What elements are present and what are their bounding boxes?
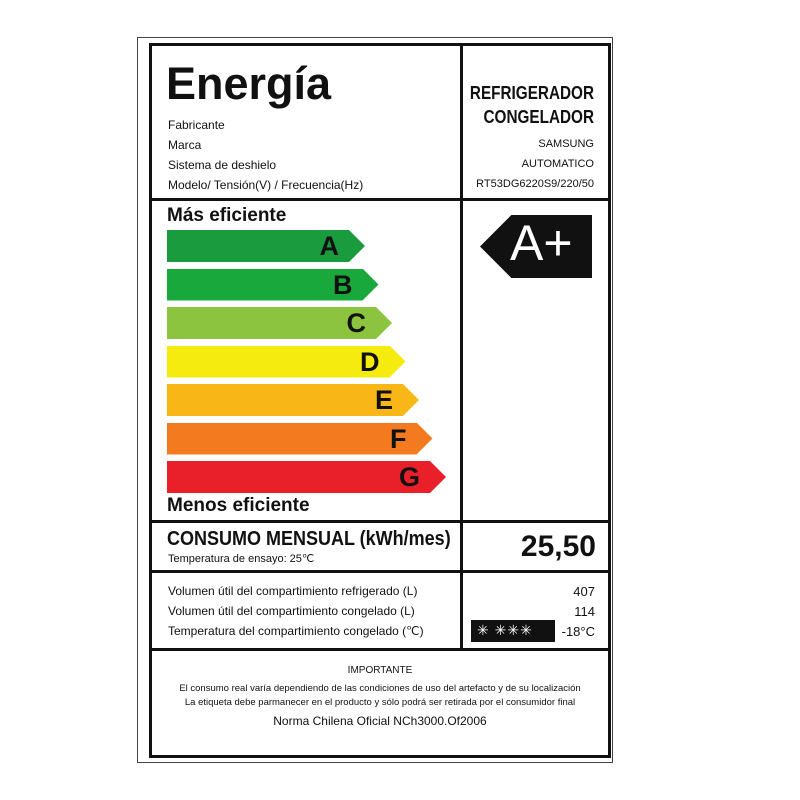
field-marca: Marca	[168, 138, 202, 152]
energy-class-bar-b: B	[167, 269, 379, 301]
product-type-1: REFRIGERADOR	[469, 83, 594, 103]
field-deshielo: Sistema de deshielo	[168, 158, 277, 172]
energy-class-letter: C	[346, 308, 366, 338]
field-fabricante: Fabricante	[168, 118, 225, 132]
energy-class-bar-g: G	[167, 461, 446, 493]
energy-class-letter: A	[319, 231, 339, 261]
consumption-subtitle: Temperatura de ensayo: 25℃	[168, 553, 315, 565]
label-frame	[137, 37, 613, 763]
energy-class-letter: D	[360, 346, 380, 377]
energy-class-bar-f: F	[167, 423, 433, 455]
important-title: IMPORTANTE	[347, 665, 413, 676]
important-section	[149, 648, 611, 758]
snowflake-star-icon: ✳ ✳✳✳	[477, 622, 533, 638]
volume-freezer-label: Volumen útil del compartimiento congelad…	[168, 604, 415, 618]
energy-class-letter: B	[333, 269, 353, 300]
norm-reference: Norma Chilena Oficial NCh3000.Of2006	[273, 714, 487, 728]
energy-class-bar-c: C	[167, 307, 392, 339]
most-efficient-label: Más eficiente	[167, 205, 287, 226]
volume-fridge-label: Volumen útil del compartimiento refriger…	[168, 584, 418, 598]
consumption-value: 25,50	[520, 530, 596, 563]
freezer-temp-value: -18°C	[561, 624, 595, 639]
least-efficient-label: Menos eficiente	[167, 495, 310, 516]
energy-class-letter: E	[374, 385, 393, 415]
energy-class-bar-a: A	[167, 230, 365, 262]
important-line-2: La etiqueta debe parmanecer en el produc…	[184, 697, 576, 708]
value-modelo: RT53DG6220S9/220/50	[476, 178, 594, 190]
volume-fridge-value: 407	[573, 584, 595, 599]
page-title: Energía	[166, 58, 332, 109]
consumption-title: CONSUMO MENSUAL (kWh/mes)	[167, 528, 451, 550]
energy-class-bar-e: E	[167, 384, 419, 416]
field-modelo: Modelo/ Tensión(V) / Frecuencia(Hz)	[168, 178, 364, 192]
product-type-2: CONGELADOR	[483, 107, 595, 127]
freezer-temp-label: Temperatura del compartimiento congelado…	[168, 624, 424, 638]
value-marca: SAMSUNG	[538, 138, 594, 150]
important-line-1: El consumo real varía dependiendo de las…	[179, 683, 581, 694]
scale-divider	[460, 198, 463, 523]
value-deshielo: AUTOMATICO	[521, 158, 594, 170]
header-divider	[460, 43, 463, 201]
energy-class-letter: G	[398, 462, 420, 492]
energy-class-bar-d: D	[167, 346, 406, 378]
volumes-divider	[460, 570, 463, 651]
rating-value: A+	[510, 215, 573, 271]
energy-class-letter: F	[390, 423, 407, 454]
volume-freezer-value: 114	[574, 604, 595, 619]
consumption-divider	[460, 520, 463, 573]
star-rating-badge	[471, 620, 555, 642]
